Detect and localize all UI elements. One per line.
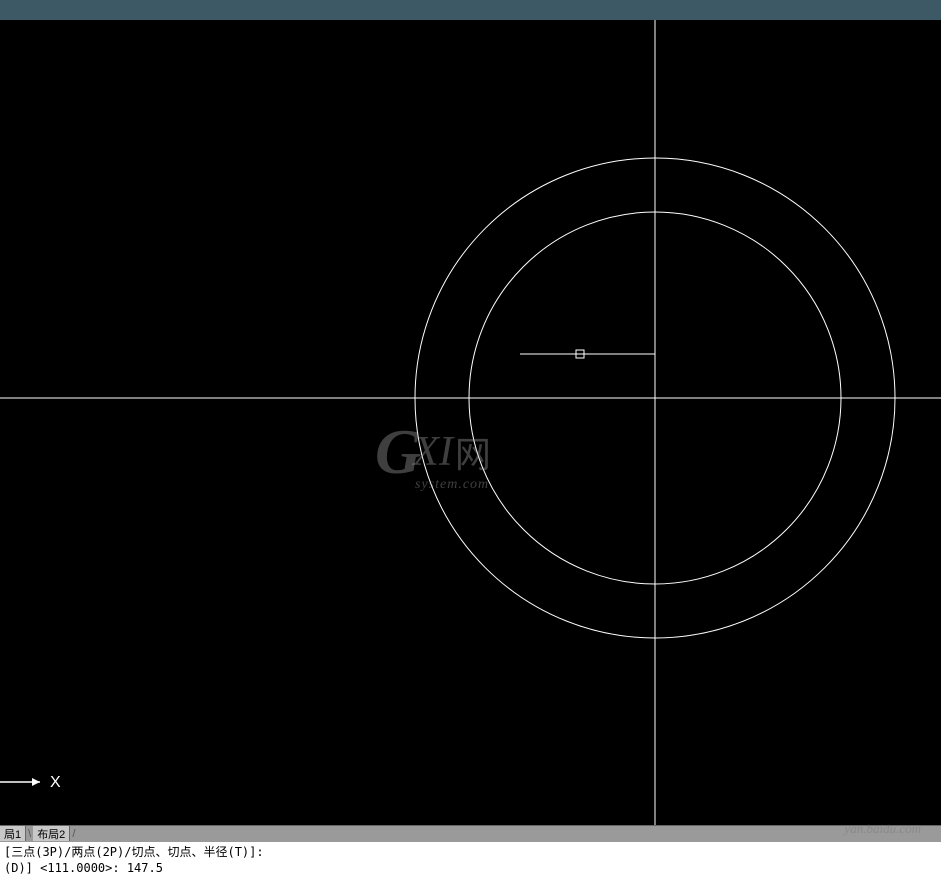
tab-label-2: 布局2 [37, 826, 65, 842]
layout-tabs-bar: 局1 \ 布局2 / [0, 825, 941, 841]
tab-separator: \ [26, 828, 33, 840]
cad-svg: X [0, 20, 941, 825]
svg-text:X: X [50, 774, 61, 791]
drawing-canvas[interactable]: X GXI网 system.com [0, 20, 941, 825]
tab-layout-1[interactable]: 局1 [0, 826, 26, 841]
tab-label-1: 局1 [4, 826, 21, 842]
tab-layout-2[interactable]: 布局2 [33, 826, 70, 841]
tab-separator-2: / [70, 828, 77, 840]
title-bar [0, 0, 941, 20]
command-line-1: [三点(3P)/两点(2P)/切点、切点、半径(T)]: [4, 844, 937, 860]
command-line-2: (D)] <111.0000>: 147.5 [4, 860, 937, 876]
command-window[interactable]: [三点(3P)/两点(2P)/切点、切点、半径(T)]: (D)] <111.0… [0, 841, 941, 885]
